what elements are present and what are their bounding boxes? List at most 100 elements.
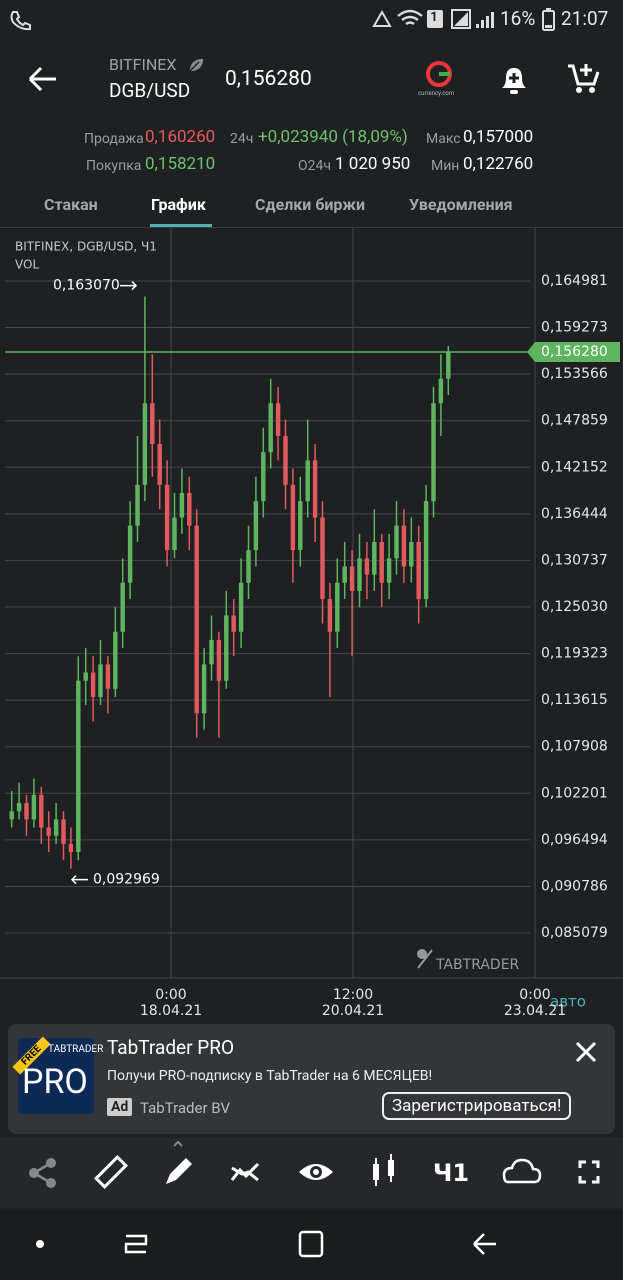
indicators-button[interactable]	[230, 1162, 260, 1182]
candle-body	[98, 664, 103, 698]
ruler-button[interactable]	[94, 1155, 128, 1189]
candle-body	[127, 525, 133, 583]
high-marker-label: 0,163070	[53, 278, 120, 294]
draw-button[interactable]	[166, 1140, 192, 1184]
y-tick-label: 0,142152	[541, 459, 608, 475]
x-tick-date: 18.04.21	[140, 1003, 202, 1019]
share-button[interactable]	[29, 1158, 56, 1188]
x-tick-label: 12:00	[333, 987, 373, 1003]
fullscreen-button[interactable]	[578, 1160, 600, 1184]
buy-button[interactable]	[566, 60, 602, 96]
leaf-icon	[188, 57, 205, 73]
alert-button[interactable]	[498, 62, 530, 96]
battery-icon	[542, 8, 555, 31]
tab[interactable]: Стакан	[44, 195, 98, 214]
candle-body	[342, 566, 347, 583]
watermark-logo	[417, 949, 433, 969]
y-tick-label: 0,153566	[541, 366, 608, 382]
y-tick-label: 0,107908	[541, 739, 608, 755]
candle-body	[379, 541, 384, 583]
candle-body	[372, 541, 377, 575]
candle-body	[253, 501, 259, 551]
candle-body	[105, 664, 111, 689]
low-marker-arrow	[70, 875, 88, 885]
toolbar: Ч1	[0, 1138, 623, 1208]
ad-title: TabTrader PRO	[107, 1036, 235, 1059]
tab-active[interactable]: График	[151, 195, 206, 214]
candle-body	[224, 615, 229, 681]
high-marker-arrow	[120, 281, 138, 291]
chart-info: BITFINEX, DGB/USD, Ч1	[15, 240, 157, 254]
candle-body	[438, 378, 444, 404]
y-tick-label: 0,130737	[541, 552, 608, 568]
exchange-name: BITFINEX	[109, 55, 177, 74]
candle-body	[261, 452, 266, 502]
candle-body	[357, 558, 362, 591]
watermark: TABTRADER	[435, 957, 520, 973]
back-button[interactable]	[26, 64, 58, 94]
min-value: 0,122760	[463, 154, 534, 174]
ad-logo-text: PRO	[22, 1062, 88, 1102]
candle-body	[157, 444, 162, 485]
y-tick-label: 0,113615	[541, 692, 608, 708]
cloud-button[interactable]	[502, 1158, 542, 1184]
watermark-logo	[417, 949, 427, 959]
candle-body	[290, 484, 296, 551]
candle-body	[431, 403, 436, 502]
tab[interactable]: Уведомления	[409, 195, 513, 214]
candle-body	[268, 403, 273, 453]
nav-dot[interactable]	[36, 1240, 44, 1248]
candle-body	[201, 664, 207, 714]
y-tick-label: 0,119323	[541, 646, 608, 662]
candle-body	[135, 484, 140, 526]
candle-body	[39, 794, 44, 828]
candle-body	[349, 566, 355, 591]
candle-body	[142, 403, 148, 485]
candle-body	[61, 819, 66, 844]
visibility-button[interactable]	[299, 1164, 333, 1180]
system-nav	[0, 1210, 623, 1280]
ad-logo-top: TABTRADER	[48, 1044, 104, 1055]
ad-advertiser: TabTrader BV	[140, 1099, 230, 1117]
candle-body	[46, 827, 51, 836]
change-value: +0,023940 (18,09%)	[258, 127, 408, 147]
tab-indicator	[150, 224, 212, 227]
battery-level: 16%	[500, 7, 536, 30]
candle-body	[209, 639, 214, 665]
ad-button[interactable]: Зарегистрироваться!	[382, 1092, 572, 1120]
candle-body	[446, 351, 451, 379]
y-tick-label: 0,164981	[541, 273, 608, 289]
ad-close[interactable]	[574, 1040, 598, 1064]
scale-mode[interactable]: авто	[550, 993, 586, 1011]
chart-type-button[interactable]	[373, 1154, 394, 1186]
back-nav-button[interactable]	[473, 1233, 496, 1255]
candle-body	[31, 794, 37, 820]
header-price: 0,156280	[225, 67, 312, 91]
y-tick-label: 0,096494	[541, 832, 608, 848]
toolbar-icons: Ч1	[29, 1140, 600, 1189]
candle-body	[320, 517, 325, 600]
interval-button[interactable]: Ч1	[433, 1159, 469, 1187]
x-tick-date: 23.04.21	[504, 1003, 566, 1019]
home-button[interactable]	[298, 1230, 324, 1258]
candle-body	[386, 558, 392, 583]
ad-banner[interactable]: FREE TABTRADER PRO TabTrader PRO Получи …	[8, 1024, 615, 1134]
volume-label: O24ч	[298, 158, 331, 174]
sell-price: 0,160260	[145, 127, 216, 147]
status-icons	[372, 9, 494, 29]
tab[interactable]: Сделки биржи	[255, 195, 366, 214]
candle-body	[187, 492, 192, 526]
candle-body	[150, 403, 155, 445]
candle-body	[305, 460, 310, 502]
partner-logo[interactable]	[424, 60, 454, 90]
max-label: Макс	[426, 131, 461, 147]
candle-body	[312, 460, 318, 518]
price-chart[interactable]: BITFINEX, DGB/USD, Ч1 VOL TABTRADER авто…	[0, 228, 623, 1023]
last-price-tag	[527, 341, 620, 362]
candle-body	[327, 599, 333, 632]
candle-body	[364, 558, 370, 575]
recents-button[interactable]	[124, 1234, 148, 1254]
sell-label: Продажа	[84, 131, 144, 147]
candle-body	[83, 672, 88, 681]
